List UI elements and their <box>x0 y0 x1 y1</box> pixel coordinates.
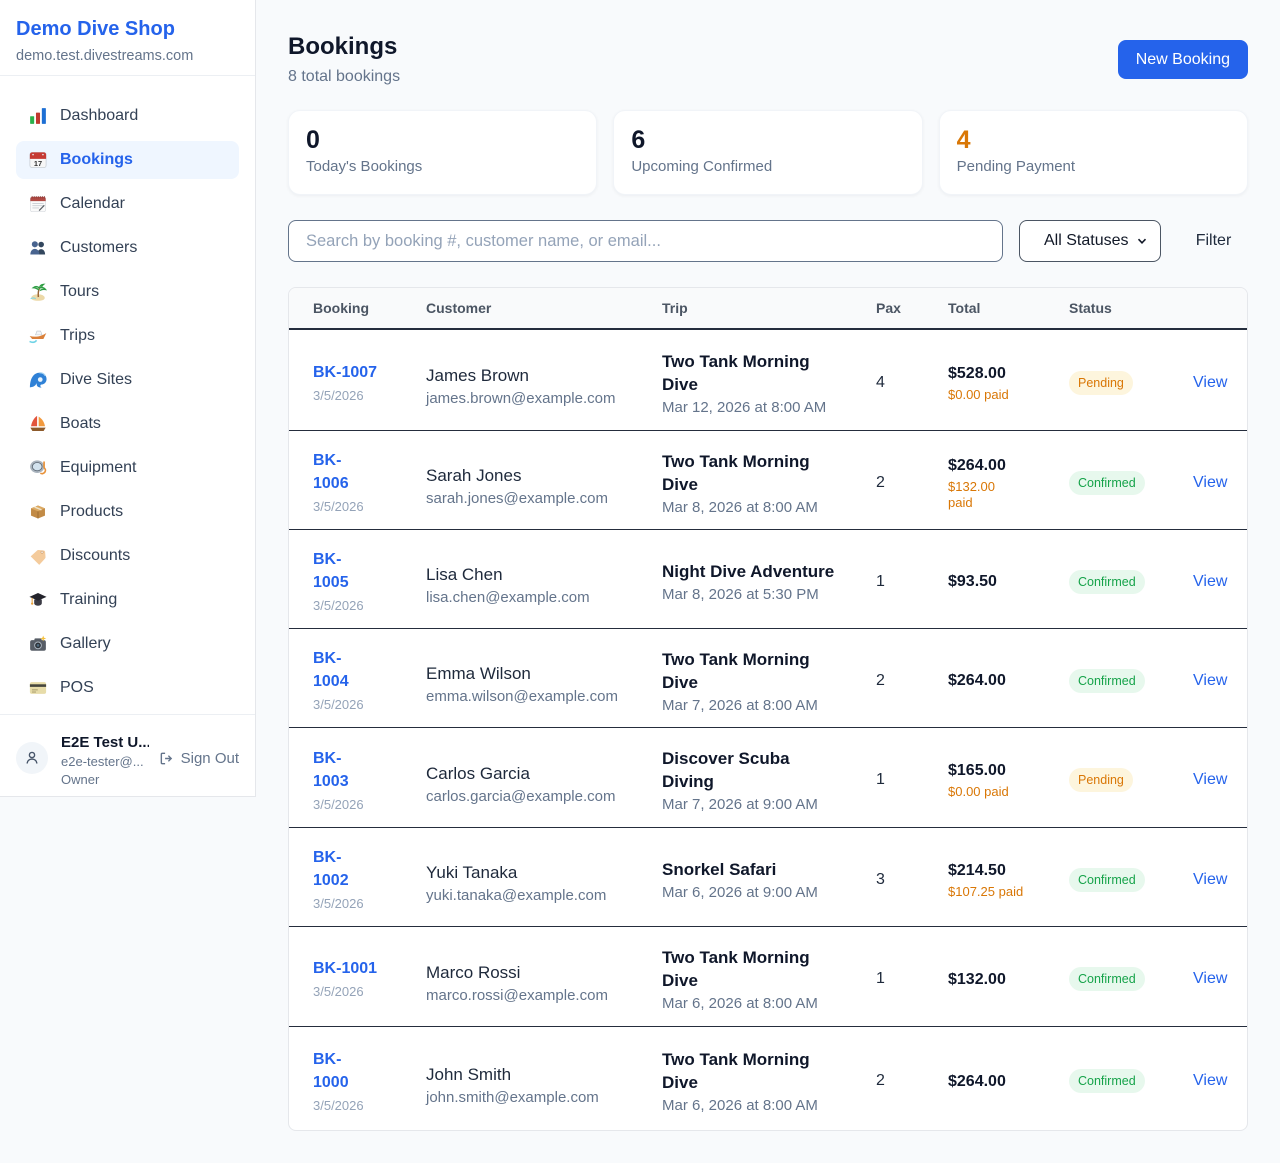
svg-text:17: 17 <box>34 159 42 168</box>
